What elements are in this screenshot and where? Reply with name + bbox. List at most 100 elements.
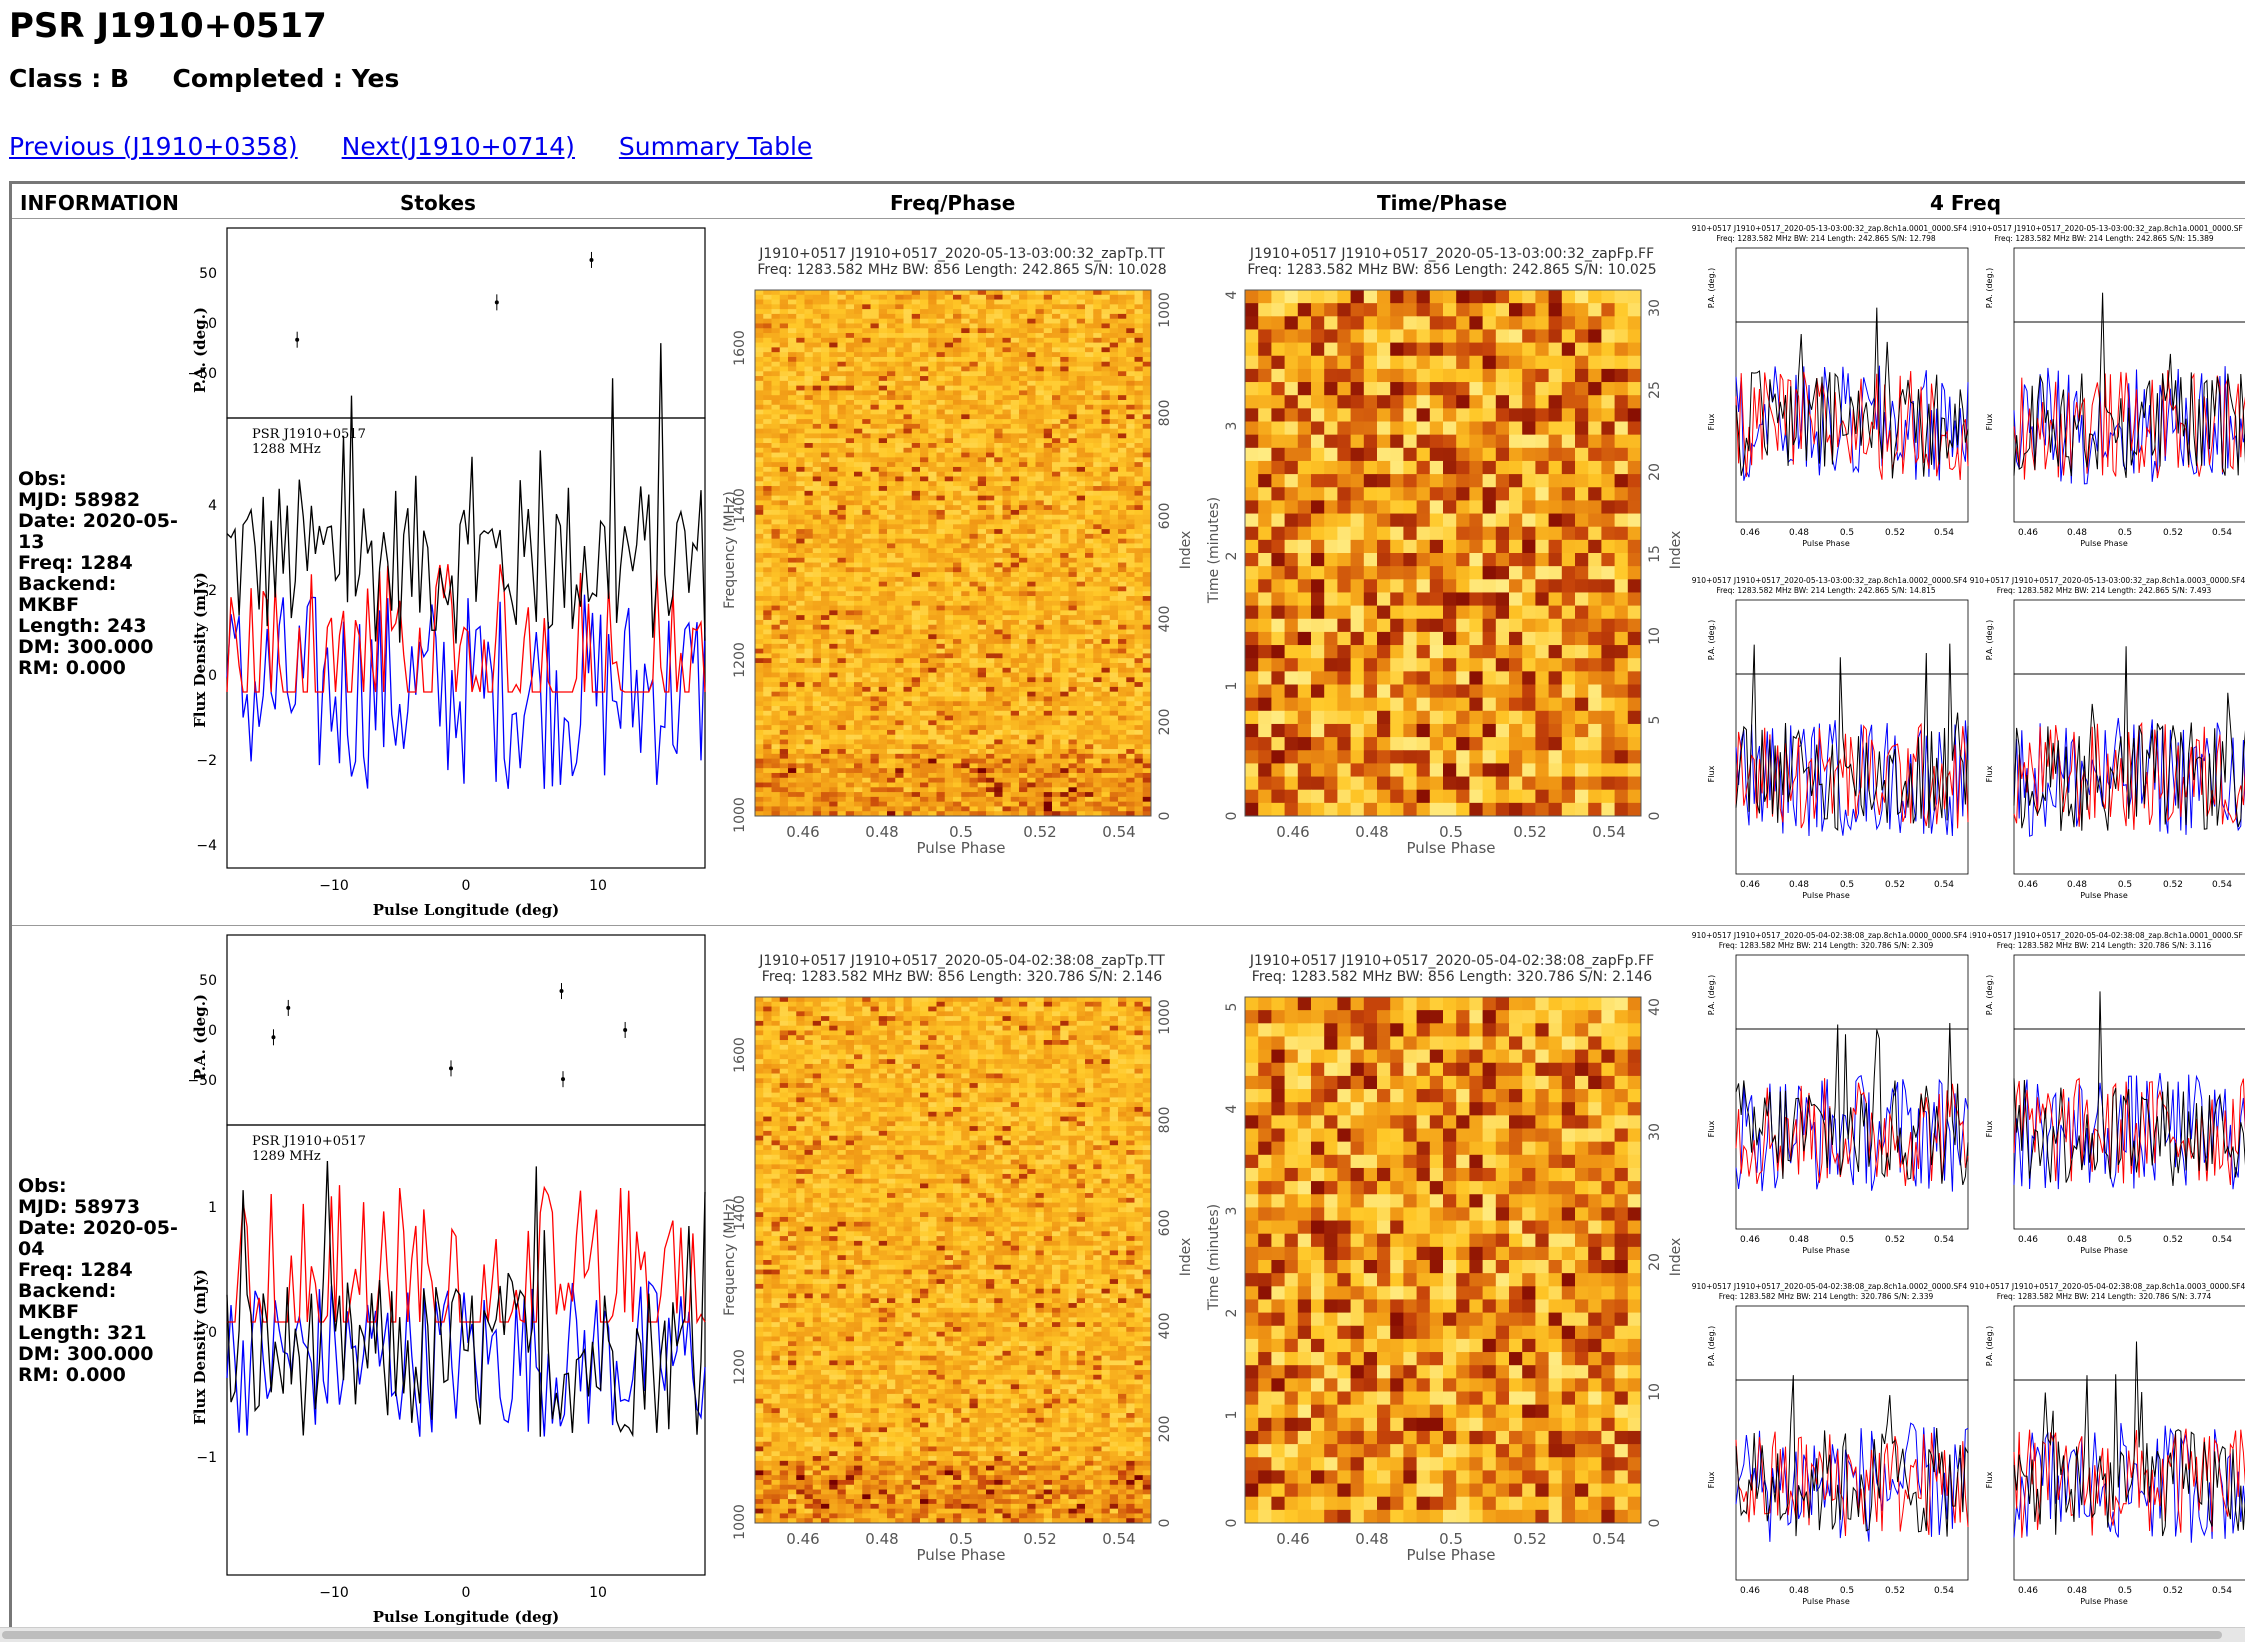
pa-point xyxy=(561,1077,566,1082)
mini-i-line xyxy=(2013,646,2245,831)
mini-pa-frame xyxy=(2013,1305,2245,1381)
completed-label: Completed : Yes xyxy=(172,64,400,93)
mini-x-tick: 0.54 xyxy=(1934,1235,1954,1245)
pa-point xyxy=(295,337,300,342)
pa-tick: 0 xyxy=(208,1023,217,1039)
mini-flux-frame xyxy=(1735,321,1969,523)
x-tick: 0.48 xyxy=(865,1530,898,1548)
class-label: Class : B xyxy=(9,64,130,93)
four-freq-plot: J1910+0517 J1910+0517_2020-05-04-02:38:0… xyxy=(1970,1282,2245,1606)
r-tick: 600 xyxy=(1157,503,1173,530)
info-length: Length: 243 xyxy=(18,615,147,637)
right-axis-label: Index xyxy=(1178,1238,1194,1277)
mini-i-line xyxy=(1735,643,1969,831)
mini-v-line xyxy=(2013,1423,2245,1543)
pa-tick: 50 xyxy=(199,973,217,989)
mini-x-tick: 0.5 xyxy=(2118,1586,2132,1596)
flux-tick: −1 xyxy=(196,1450,217,1466)
four-freq-plot: J1910+0517 J1910+0517_2020-05-13-03:00:3… xyxy=(1692,224,1969,548)
time-phase-plot: J1910+0517 J1910+0517_2020-05-04-02:38:0… xyxy=(1206,953,1684,1564)
x-tick: 0.5 xyxy=(949,823,973,841)
x-tick: 0.46 xyxy=(786,823,819,841)
info-rm: RM: 0.000 xyxy=(18,1364,126,1386)
plot-title: J1910+0517 J1910+0517_2020-05-13-03:00:3… xyxy=(1249,246,1654,262)
r-tick: 600 xyxy=(1157,1210,1173,1237)
flux-tick: 1 xyxy=(208,1200,217,1216)
x-tick: 0 xyxy=(462,878,471,894)
r-tick: 15 xyxy=(1647,545,1663,563)
summary-table-link[interactable]: Summary Table xyxy=(618,132,813,161)
plot-subtitle: Freq: 1283.582 MHz BW: 856 Length: 242.8… xyxy=(757,262,1166,278)
right-axis-label: Index xyxy=(1668,531,1684,570)
mini-flux-frame xyxy=(2013,1379,2245,1581)
x-tick: 0.54 xyxy=(1102,1530,1135,1548)
info-date: Date: 2020-05-04 xyxy=(18,1217,178,1260)
freq-phase-plot: J1910+0517 J1910+0517_2020-05-13-03:00:3… xyxy=(722,246,1194,857)
previous-link[interactable]: Previous (J1910+0358) xyxy=(9,132,298,161)
mini-subtitle: Freq: 1283.582 MHz BW: 214 Length: 242.8… xyxy=(1994,234,2213,243)
mini-flux-frame xyxy=(2013,321,2245,523)
plot-subtitle: Freq: 1283.582 MHz BW: 856 Length: 320.7… xyxy=(1252,969,1652,985)
mini-pa-label: P.A. (deg.) xyxy=(1707,620,1716,660)
results-table: INFORMATION Stokes Freq/Phase Time/Phase… xyxy=(9,181,2245,1627)
mini-flux-label: Flux xyxy=(1707,1471,1716,1488)
pa-tick: 50 xyxy=(199,266,217,282)
y-tick: 1600 xyxy=(732,330,748,366)
r-tick: 800 xyxy=(1157,400,1173,427)
mini-x-tick: 0.48 xyxy=(2067,880,2087,890)
x-tick: 10 xyxy=(589,1585,607,1601)
y-tick: 0 xyxy=(1224,1519,1240,1528)
mini-pa-label: P.A. (deg.) xyxy=(1707,1326,1716,1366)
four-freq-plot: J1910+0517 J1910+0517_2020-05-13-03:00:3… xyxy=(1970,576,2245,900)
r-tick: 800 xyxy=(1157,1107,1173,1134)
mini-flux-frame xyxy=(1735,1028,1969,1230)
y-tick: 1200 xyxy=(732,1349,748,1385)
mini-x-tick: 0.52 xyxy=(1885,528,1905,538)
r-tick: 5 xyxy=(1647,716,1663,725)
x-tick: 0.5 xyxy=(1439,823,1463,841)
mini-x-tick: 0.52 xyxy=(1885,1235,1905,1245)
r-tick: 40 xyxy=(1647,998,1663,1016)
x-tick: 0.46 xyxy=(786,1530,819,1548)
y-axis-label: Time (minutes) xyxy=(1206,1204,1222,1311)
mini-x-label: Pulse Phase xyxy=(1802,539,1850,548)
pa-point xyxy=(589,257,594,262)
x-axis-label: Pulse Phase xyxy=(916,1546,1005,1564)
horizontal-scrollbar[interactable] xyxy=(0,1627,2245,1642)
stokes-i-line xyxy=(226,1160,706,1438)
flux-axis-label: Flux Density (mJy) xyxy=(191,1269,209,1425)
next-link[interactable]: Next(J1910+0714) xyxy=(341,132,575,161)
stokes-v-line xyxy=(226,1280,706,1437)
y-tick: 1000 xyxy=(732,1504,748,1540)
plot-subtitle: Freq: 1283.582 MHz BW: 856 Length: 320.7… xyxy=(762,969,1162,985)
plot-frame xyxy=(754,996,1152,1524)
x-tick: 0.5 xyxy=(1439,1530,1463,1548)
page-title: PSR J1910+0517 xyxy=(9,6,327,46)
stokes-l-line xyxy=(226,564,706,695)
mini-flux-label: Flux xyxy=(1985,1471,1994,1488)
r-tick: 10 xyxy=(1647,1383,1663,1401)
mini-x-tick: 0.46 xyxy=(1740,528,1760,538)
mini-i-line xyxy=(1735,1375,1969,1537)
mini-flux-label: Flux xyxy=(1707,413,1716,430)
right-axis-label: Index xyxy=(1668,1238,1684,1277)
mini-x-tick: 0.48 xyxy=(2067,528,2087,538)
header-freq-phase: Freq/Phase xyxy=(890,191,1016,215)
mini-x-tick: 0.5 xyxy=(1840,1586,1854,1596)
mini-x-tick: 0.5 xyxy=(1840,1235,1854,1245)
x-axis-label: Pulse Phase xyxy=(916,839,1005,857)
mini-pa-frame xyxy=(1735,1305,1969,1381)
four-freq-column: J1910+0517 J1910+0517_2020-05-13-03:00:3… xyxy=(1692,220,2245,1620)
scrollbar-thumb[interactable] xyxy=(2,1631,2222,1639)
y-tick: 1400 xyxy=(732,1195,748,1231)
time-phase-plot: J1910+0517 J1910+0517_2020-05-13-03:00:3… xyxy=(1206,246,1684,857)
pa-points xyxy=(271,983,628,1088)
mini-x-tick: 0.52 xyxy=(2163,528,2183,538)
y-axis-label: Time (minutes) xyxy=(1206,497,1222,604)
info-rm: RM: 0.000 xyxy=(18,657,126,679)
mini-x-tick: 0.54 xyxy=(2212,1586,2232,1596)
mini-flux-label: Flux xyxy=(1985,413,1994,430)
r-tick: 1000 xyxy=(1157,999,1173,1035)
pa-tick: −50 xyxy=(187,366,217,382)
info-cell: Obs: MJD: 58982 Date: 2020-05-13 Freq: 1… xyxy=(18,469,178,679)
